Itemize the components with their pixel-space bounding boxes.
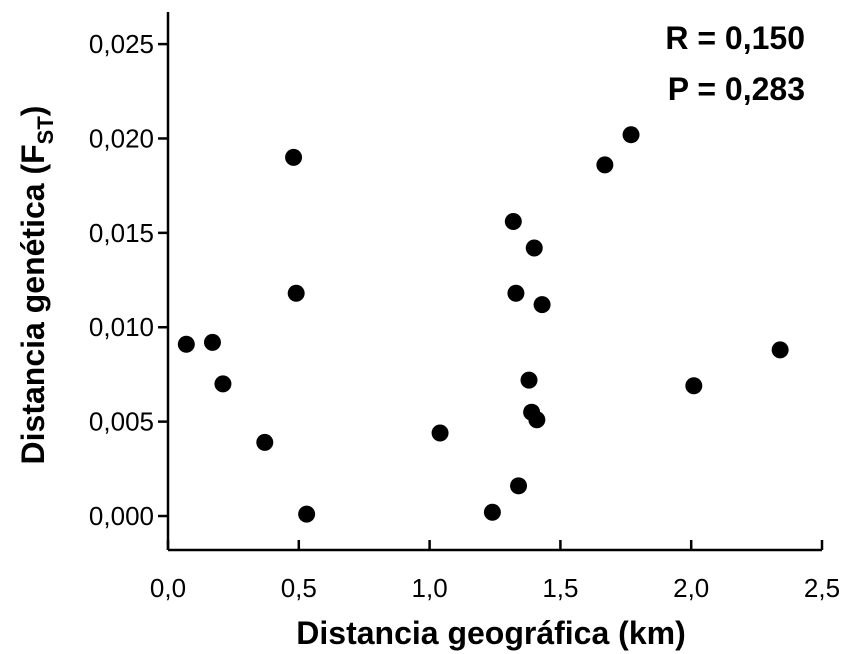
y-tick-label: 0,005 [89, 407, 154, 437]
data-point [256, 433, 274, 451]
data-point [771, 341, 789, 359]
x-tick-label: 1,5 [542, 573, 578, 603]
data-point [203, 333, 221, 351]
data-point [533, 296, 551, 314]
y-ticks: 0,000 0,005 0,010 0,015 0,020 0,025 [89, 29, 168, 531]
data-point [528, 411, 546, 429]
y-axis-title-main: Distancia genética (F [15, 144, 51, 464]
data-point [298, 505, 316, 523]
x-tick-label: 1,0 [412, 573, 448, 603]
data-point [483, 503, 501, 521]
data-point [525, 239, 543, 257]
x-tick-label: 2,0 [673, 573, 709, 603]
y-tick-label: 0,010 [89, 312, 154, 342]
data-point [507, 284, 525, 302]
x-tick-label: 0,0 [150, 573, 186, 603]
data-point [431, 424, 449, 442]
y-tick-label: 0,025 [89, 29, 154, 59]
data-point [177, 335, 195, 353]
data-points [177, 126, 789, 523]
r-value-annotation: R = 0,150 [665, 20, 805, 56]
y-tick-label: 0,020 [89, 123, 154, 153]
x-tick-label: 0,5 [281, 573, 317, 603]
axes [166, 12, 822, 552]
data-point [285, 148, 303, 166]
data-point [685, 377, 703, 395]
data-point [622, 126, 640, 144]
data-point [504, 213, 522, 231]
x-tick-label: 2,5 [804, 573, 840, 603]
y-axis-title-close: ) [15, 106, 51, 117]
y-axis-title: Distancia genética (FST) [15, 106, 58, 465]
y-tick-label: 0,000 [89, 501, 154, 531]
data-point [214, 375, 232, 393]
y-tick-label: 0,015 [89, 218, 154, 248]
data-point [510, 477, 528, 495]
y-axis-title-subscript: ST [33, 116, 58, 145]
data-point [520, 371, 538, 389]
data-point [596, 156, 614, 174]
x-ticks: 0,0 0,5 1,0 1,5 2,0 2,5 [150, 540, 840, 603]
x-axis-title: Distancia geográfica (km) [296, 615, 685, 651]
data-point [287, 284, 305, 302]
p-value-annotation: P = 0,283 [668, 71, 805, 107]
